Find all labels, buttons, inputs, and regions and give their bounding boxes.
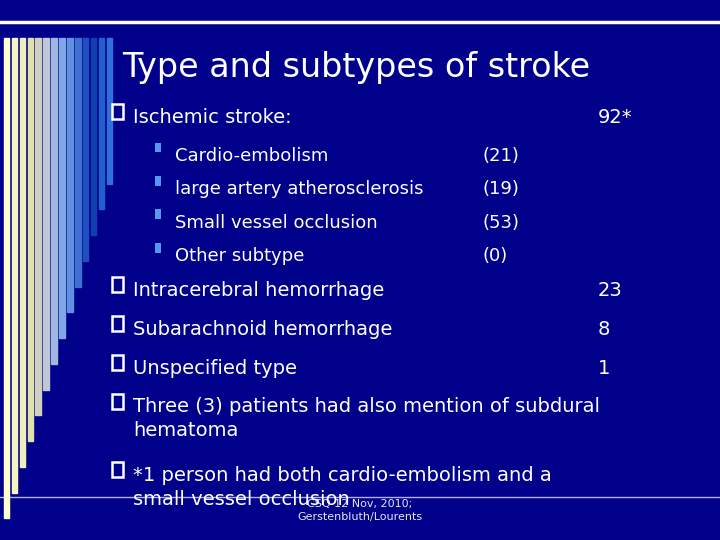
Text: Small vessel occlusion: Small vessel occlusion: [175, 214, 377, 232]
Text: Type and subtypes of stroke: Type and subtypes of stroke: [122, 51, 590, 84]
Bar: [155, 243, 161, 253]
Bar: [60, 38, 65, 338]
Bar: [112, 462, 123, 477]
Bar: [112, 394, 123, 409]
Text: 92*: 92*: [598, 108, 632, 127]
Bar: [107, 38, 112, 184]
Bar: [112, 104, 123, 119]
Text: (19): (19): [482, 180, 519, 198]
Text: Unspecified type: Unspecified type: [133, 359, 297, 377]
Bar: [43, 38, 49, 390]
Bar: [155, 210, 161, 219]
Text: Cardio-embolism: Cardio-embolism: [175, 147, 328, 165]
Text: Subarachnoid hemorrhage: Subarachnoid hemorrhage: [133, 320, 392, 339]
Text: (0): (0): [482, 247, 508, 265]
Bar: [12, 38, 17, 492]
Bar: [99, 38, 104, 210]
Text: 1: 1: [598, 359, 610, 377]
Text: (21): (21): [482, 147, 519, 165]
Bar: [112, 277, 123, 292]
Bar: [4, 38, 9, 518]
Text: Intracerebral hemorrhage: Intracerebral hemorrhage: [133, 281, 384, 300]
Bar: [155, 143, 161, 152]
Text: Ischemic stroke:: Ischemic stroke:: [133, 108, 292, 127]
Bar: [35, 38, 40, 415]
Bar: [112, 316, 123, 331]
Bar: [27, 38, 32, 441]
Bar: [112, 355, 123, 370]
Text: Three (3) patients had also mention of subdural
hematoma: Three (3) patients had also mention of s…: [133, 397, 600, 440]
Text: *1 person had both cardio-embolism and a
small vessel occlusion: *1 person had both cardio-embolism and a…: [133, 466, 552, 509]
Bar: [51, 38, 57, 364]
Text: Other subtype: Other subtype: [175, 247, 305, 265]
Text: 23: 23: [598, 281, 622, 300]
Bar: [91, 38, 96, 235]
Bar: [76, 38, 81, 287]
Bar: [19, 38, 24, 467]
Text: CSQ 12 Nov, 2010;
Gerstenbluth/Lourents: CSQ 12 Nov, 2010; Gerstenbluth/Lourents: [297, 499, 423, 522]
Text: 8: 8: [598, 320, 610, 339]
Bar: [84, 38, 89, 261]
Bar: [155, 176, 161, 186]
Text: large artery atherosclerosis: large artery atherosclerosis: [175, 180, 423, 198]
Text: (53): (53): [482, 214, 519, 232]
Bar: [68, 38, 73, 313]
